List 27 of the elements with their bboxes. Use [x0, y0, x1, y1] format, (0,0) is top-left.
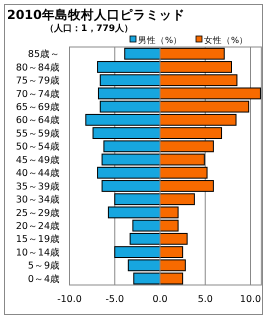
y-tick-label: 40～44歳 [16, 167, 60, 180]
chart-title: 2010年島牧村人口ピラミッド [7, 7, 185, 22]
y-tick-label: 70～74歳 [16, 88, 60, 100]
y-tick-label: 10～14歳 [16, 246, 60, 258]
y-tick-label: 55～59歳 [16, 127, 60, 140]
x-tick-label: -5.0 [105, 294, 124, 305]
y-tick-label: 85歳～ [28, 48, 60, 60]
y-tick-label: 35～39歳 [16, 180, 60, 192]
x-tick-label: -10.0 [57, 294, 82, 305]
legend-label: 女性（%） [204, 35, 248, 46]
y-tick-label: 80～84歳 [16, 61, 60, 74]
y-tick-label: 75～79歳 [16, 74, 60, 87]
y-tick-label: 5～9歳 [28, 260, 60, 272]
y-tick-label: 65～69歳 [16, 101, 60, 113]
y-tick-label: 0～4歳 [28, 272, 60, 285]
y-tick-label: 60～64歳 [16, 114, 60, 126]
y-tick-label: 50～54歳 [16, 140, 60, 153]
x-tick-label: 5.0 [198, 294, 213, 305]
y-tick-label: 25～29歳 [16, 206, 60, 219]
y-tick-label: 45～49歳 [16, 154, 60, 166]
chart-subtitle: （人口：1，779人） [45, 23, 134, 34]
y-tick-label: 20～24歳 [16, 220, 60, 232]
x-tick-label: 10.0 [240, 294, 262, 305]
y-tick-label: 30～34歳 [16, 194, 60, 206]
legend-label: 男性（%） [138, 35, 182, 46]
y-tick-label: 15～19歳 [16, 233, 60, 246]
x-tick-label: 0.0 [152, 294, 168, 305]
